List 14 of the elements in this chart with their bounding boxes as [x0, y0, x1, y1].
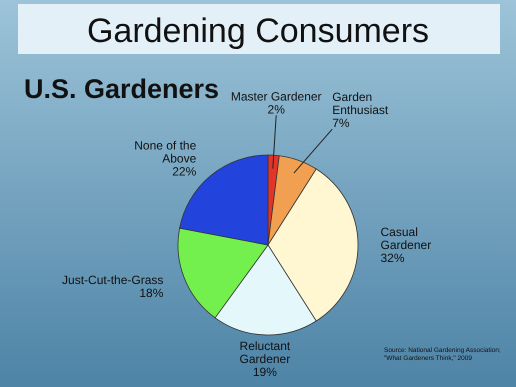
data-label: 19% [252, 364, 278, 379]
slice-label: Just-Cut-the-Grass [62, 272, 164, 287]
data-label: 7% [332, 116, 350, 130]
slice-label: Casual Gardener [380, 225, 432, 252]
chart-title: Gardening Consumers [86, 12, 430, 50]
slice-label: None of the Above [134, 138, 197, 166]
data-label: 2% [268, 102, 286, 116]
chart-subtitle: U.S. Gardeners [24, 74, 220, 104]
slice-label: Garden Enthusiast [332, 90, 389, 118]
slice-label: Master Gardener [230, 89, 322, 104]
slice-label: Reluctant Gardener [240, 338, 291, 366]
data-label: 22% [172, 164, 197, 178]
data-label: 18% [139, 286, 164, 300]
data-label: 32% [380, 251, 405, 265]
